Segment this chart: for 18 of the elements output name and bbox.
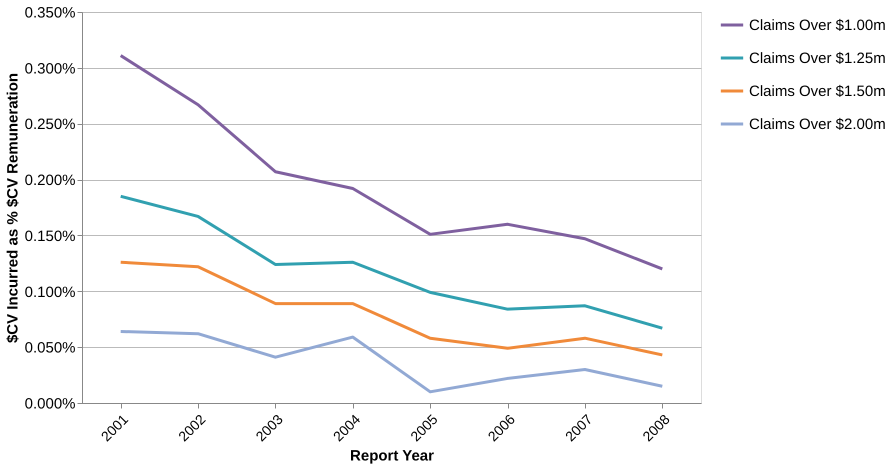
y-tick-label: 0.250%: [24, 116, 76, 134]
legend-label: Claims Over $1.00m: [749, 17, 886, 34]
y-tick-label: 0.300%: [24, 60, 76, 78]
y-axis-title: $CV Incurred as % $CV Remuneration: [4, 72, 22, 344]
y-tick-label: 0.000%: [24, 396, 76, 412]
y-tick-label: 0.050%: [24, 340, 76, 357]
line-series: [119, 330, 664, 394]
y-tick-label: 0.350%: [24, 4, 76, 22]
legend-label: Claims Over $2.00m: [749, 116, 886, 133]
legend-label: Claims Over $1.50m: [749, 83, 886, 100]
line-series: [119, 260, 664, 356]
y-tick-label: 0.100%: [24, 284, 76, 301]
legend-label: Claims Over $1.25m: [749, 50, 886, 67]
y-tick-label: 0.150%: [24, 228, 76, 245]
line-series: [119, 194, 664, 330]
line-series: [119, 54, 664, 270]
x-axis-title: Report Year: [350, 447, 434, 464]
y-tick-label: 0.200%: [24, 172, 76, 190]
